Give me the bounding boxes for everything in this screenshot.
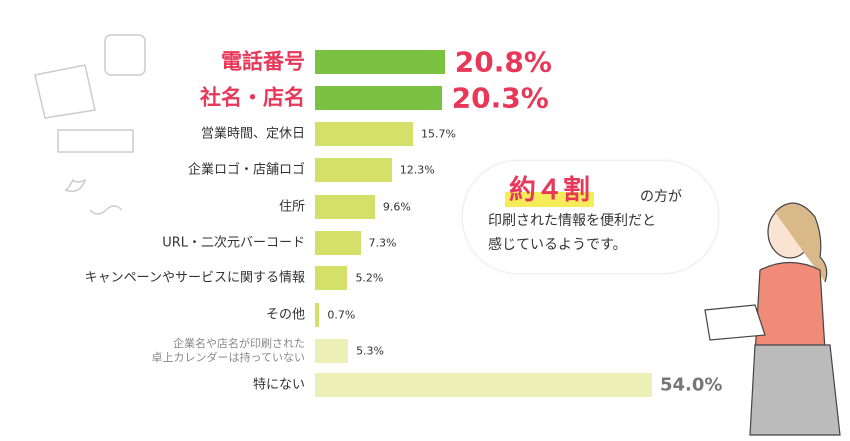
- bar: [315, 86, 442, 110]
- category-label: その他: [265, 307, 305, 323]
- category-label: 社名・店名: [200, 85, 305, 110]
- category-label: 企業名や店名が印刷された 卓上カレンダーは持っていない: [151, 337, 305, 364]
- value-label: 7.3%: [368, 236, 397, 250]
- annotation-text: 約４割: [505, 168, 594, 207]
- category-label: 特にない: [252, 377, 305, 393]
- value-label: 5.3%: [356, 344, 385, 358]
- value-label: 5.2%: [355, 271, 384, 285]
- value-label: 15.7%: [420, 127, 456, 141]
- value-label: 20.3%: [451, 81, 549, 115]
- bar: [315, 50, 445, 74]
- person: [704, 202, 841, 436]
- phone-icon: [104, 34, 146, 76]
- category-label: 営業時間、定休日: [200, 126, 305, 142]
- bar: [315, 339, 349, 363]
- category-label: 電話番号: [221, 49, 305, 74]
- value-label: 20.8%: [454, 45, 552, 79]
- annotation-text: 印刷された情報を便利だと: [488, 213, 656, 229]
- bar: [315, 266, 348, 290]
- laptop-icon: [34, 64, 96, 119]
- bar: [315, 373, 652, 397]
- category-label: URL・二次元バーコード: [162, 235, 305, 251]
- bar: [315, 195, 375, 219]
- category-label: 住所: [278, 199, 305, 215]
- card-icon: [57, 129, 134, 153]
- value-label: 12.3%: [399, 163, 435, 177]
- link-icon: [89, 205, 123, 215]
- value-label: 0.7%: [327, 308, 356, 322]
- category-label: キャンペーンやサービスに関する情報: [84, 270, 305, 286]
- bar: [315, 231, 361, 255]
- category-label: 企業ロゴ・店舗ロゴ: [187, 162, 305, 178]
- bird-icon: [64, 178, 87, 192]
- value-label: 9.6%: [382, 200, 411, 214]
- bar: [315, 158, 392, 182]
- annotation-text: の方が: [640, 189, 682, 205]
- value-label: 54.0%: [660, 374, 723, 396]
- annotation-text: 感じているようです。: [488, 237, 627, 253]
- bar: [315, 122, 413, 146]
- bar: [315, 303, 320, 327]
